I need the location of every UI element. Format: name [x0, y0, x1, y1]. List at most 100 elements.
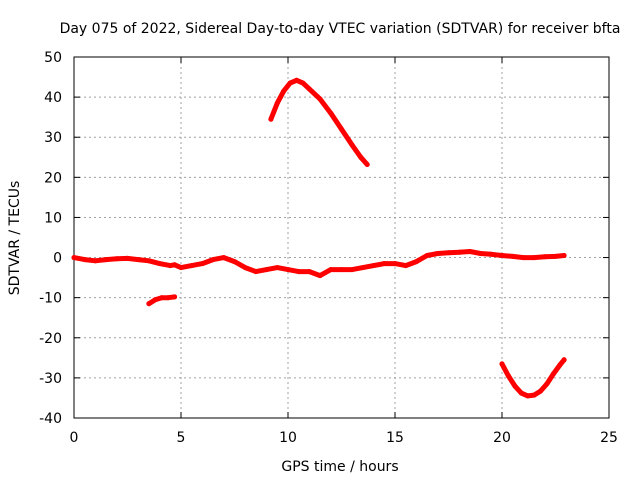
chart-title: Day 075 of 2022, Sidereal Day-to-day VTE… — [60, 21, 621, 37]
data-point — [306, 86, 312, 92]
y-tick-label: 50 — [44, 50, 62, 66]
data-point — [525, 393, 531, 399]
series-layer — [71, 77, 567, 399]
x-axis: 0 5 10 15 20 25 — [70, 57, 618, 446]
data-point — [178, 265, 184, 271]
y-tick-label: 0 — [53, 251, 62, 267]
grid — [74, 57, 609, 418]
data-point — [146, 301, 152, 307]
data-point — [467, 249, 473, 254]
data-point — [538, 388, 543, 394]
x-tick-label: 5 — [177, 430, 186, 446]
series-arc-peak-44 — [268, 77, 370, 167]
data-point — [403, 263, 409, 269]
data-point — [478, 251, 484, 256]
data-point — [542, 254, 548, 260]
x-tick-label: 20 — [493, 430, 511, 446]
data-point — [317, 96, 323, 102]
data-point — [561, 253, 567, 258]
data-point — [435, 251, 441, 256]
data-point — [274, 265, 280, 271]
data-point — [159, 295, 165, 301]
y-axis: -40 -30 -20 -10 0 10 20 30 40 50 — [39, 50, 609, 427]
data-point — [71, 255, 77, 261]
y-tick-label: -10 — [39, 291, 62, 307]
data-point — [172, 262, 178, 268]
data-point — [125, 255, 130, 261]
y-tick-label: 10 — [44, 210, 62, 226]
data-point — [92, 258, 98, 264]
y-tick-label: 20 — [44, 170, 62, 186]
series-arc-trough-34 — [499, 357, 567, 399]
data-point — [446, 250, 451, 256]
data-point — [531, 392, 537, 398]
series-arc-near-minus-10 — [146, 294, 178, 307]
data-point — [505, 373, 511, 379]
data-point — [264, 267, 270, 273]
data-point — [294, 77, 300, 83]
data-point — [358, 154, 364, 160]
data-point — [114, 256, 120, 262]
data-point — [550, 371, 556, 377]
data-point — [557, 362, 563, 368]
data-point — [364, 162, 370, 167]
data-point — [306, 269, 312, 275]
data-point — [281, 88, 287, 94]
data-point — [232, 259, 237, 265]
data-point — [544, 381, 550, 387]
data-point — [268, 116, 274, 122]
data-point — [553, 253, 558, 259]
plot-frame — [73, 56, 610, 419]
data-point — [189, 263, 195, 269]
data-point — [300, 80, 306, 86]
data-point — [221, 255, 227, 261]
data-point — [157, 261, 163, 267]
data-point — [172, 294, 178, 300]
data-point — [488, 251, 494, 257]
y-tick-label: 30 — [44, 130, 62, 146]
data-point — [165, 295, 171, 301]
y-tick-label: 40 — [44, 90, 62, 106]
y-tick-label: -20 — [39, 331, 62, 347]
data-point — [146, 258, 152, 264]
data-point — [274, 100, 280, 106]
data-point — [339, 267, 344, 273]
data-point — [210, 257, 216, 263]
data-point — [499, 253, 505, 258]
data-point — [360, 265, 366, 271]
data-point — [167, 263, 173, 269]
y-axis-label: SDTVAR / TECUs — [7, 181, 23, 296]
data-point — [520, 255, 526, 261]
data-point — [456, 249, 462, 255]
data-point — [371, 263, 377, 269]
data-point — [499, 361, 505, 367]
x-tick-label: 10 — [279, 430, 297, 446]
data-point — [242, 265, 248, 271]
data-point — [512, 383, 518, 389]
x-tick-label: 15 — [386, 430, 404, 446]
data-point — [296, 269, 302, 275]
data-point — [82, 257, 88, 263]
data-point — [328, 267, 334, 273]
data-point — [531, 255, 537, 261]
data-point — [317, 273, 323, 279]
data-point — [199, 261, 205, 267]
y-tick-label: -40 — [39, 411, 62, 427]
data-point — [413, 259, 419, 265]
data-point — [103, 257, 109, 263]
data-point — [328, 110, 334, 116]
data-point — [424, 253, 430, 258]
series-main-arc — [71, 249, 567, 279]
data-point — [510, 253, 516, 259]
data-point — [253, 269, 259, 275]
data-point — [135, 257, 141, 263]
x-axis-label: GPS time / hours — [281, 459, 398, 475]
data-point — [287, 80, 293, 86]
data-point — [518, 390, 524, 396]
data-point — [392, 261, 398, 267]
data-point — [381, 261, 387, 267]
data-point — [152, 297, 158, 303]
y-tick-label: -30 — [39, 371, 62, 387]
data-point — [349, 267, 355, 273]
